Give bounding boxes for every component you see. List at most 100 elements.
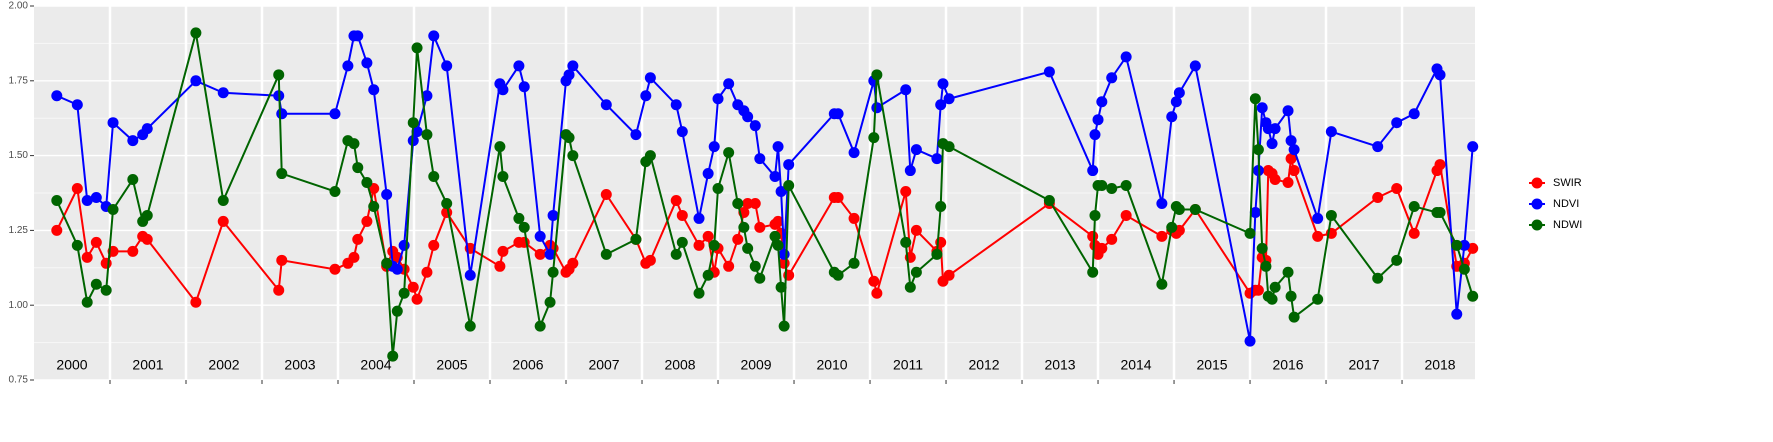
data-point xyxy=(900,84,912,96)
year-label: 2016 xyxy=(1272,357,1303,373)
data-point xyxy=(935,99,947,111)
year-label: 2006 xyxy=(512,357,543,373)
data-point xyxy=(348,138,360,150)
data-point xyxy=(127,135,139,147)
data-point xyxy=(772,215,784,227)
data-point xyxy=(81,251,93,263)
data-point xyxy=(1249,206,1261,218)
data-point xyxy=(630,129,642,141)
data-point xyxy=(742,197,754,209)
data-point xyxy=(848,212,860,224)
data-point xyxy=(712,93,724,105)
data-point xyxy=(723,78,735,90)
data-point xyxy=(871,287,883,299)
data-point xyxy=(1269,174,1281,186)
data-point xyxy=(1256,242,1268,254)
data-point xyxy=(742,111,754,123)
data-point xyxy=(676,236,688,248)
data-point xyxy=(832,191,844,203)
data-point xyxy=(1467,141,1479,153)
data-point xyxy=(381,188,393,200)
data-point xyxy=(749,120,761,132)
data-point xyxy=(702,168,714,180)
data-point xyxy=(1106,233,1118,245)
data-point xyxy=(107,203,119,215)
data-point xyxy=(494,260,506,272)
data-point xyxy=(1087,165,1099,177)
data-point xyxy=(544,296,556,308)
data-point xyxy=(329,186,341,198)
data-point xyxy=(348,251,360,263)
data-point xyxy=(910,224,922,236)
data-point xyxy=(1166,111,1178,123)
data-point xyxy=(71,183,83,195)
data-point xyxy=(1189,60,1201,72)
data-point xyxy=(1391,117,1403,129)
data-point xyxy=(693,239,705,251)
data-point xyxy=(1434,159,1446,171)
data-point xyxy=(1043,66,1055,78)
data-point xyxy=(1458,263,1470,275)
data-point xyxy=(428,171,440,183)
data-point xyxy=(832,269,844,281)
data-point xyxy=(217,215,229,227)
legend-label: SWIR xyxy=(1553,177,1582,189)
data-point xyxy=(1285,135,1297,147)
data-point xyxy=(868,275,880,287)
data-point xyxy=(534,248,546,260)
data-point xyxy=(723,260,735,272)
data-point xyxy=(676,209,688,221)
data-point xyxy=(708,141,720,153)
data-point xyxy=(1170,96,1182,108)
data-point xyxy=(428,239,440,251)
data-point xyxy=(1282,177,1294,189)
legend-marker xyxy=(1531,219,1543,231)
data-point xyxy=(749,197,761,209)
data-point xyxy=(910,144,922,156)
data-point xyxy=(904,165,916,177)
y-tick-label: 0.75 xyxy=(9,375,29,386)
year-label: 2002 xyxy=(208,357,239,373)
data-point xyxy=(391,305,403,317)
y-tick-label: 1.25 xyxy=(9,225,29,236)
data-point xyxy=(464,269,476,281)
data-point xyxy=(51,90,63,102)
data-point xyxy=(600,99,612,111)
data-point xyxy=(1391,183,1403,195)
data-point xyxy=(411,293,423,305)
data-point xyxy=(441,197,453,209)
data-point xyxy=(1325,126,1337,138)
data-point xyxy=(772,141,784,153)
data-point xyxy=(534,320,546,332)
data-point xyxy=(754,153,766,165)
data-point xyxy=(1252,144,1264,156)
data-point xyxy=(943,141,955,153)
y-tick-label: 1.50 xyxy=(9,150,29,161)
data-point xyxy=(783,159,795,171)
data-point xyxy=(778,248,790,260)
data-point xyxy=(676,126,688,138)
data-point xyxy=(1288,144,1300,156)
data-point xyxy=(1285,153,1297,165)
data-point xyxy=(693,212,705,224)
data-point xyxy=(1285,290,1297,302)
data-point xyxy=(931,248,943,260)
data-point xyxy=(387,350,399,362)
data-point xyxy=(1312,230,1324,242)
data-point xyxy=(1156,197,1168,209)
data-point xyxy=(600,248,612,260)
year-label: 2012 xyxy=(968,357,999,373)
year-label: 2000 xyxy=(56,357,87,373)
data-point xyxy=(51,194,63,206)
data-point xyxy=(732,197,744,209)
data-point xyxy=(1434,206,1446,218)
data-point xyxy=(361,177,373,189)
year-label: 2007 xyxy=(588,357,619,373)
data-point xyxy=(276,254,288,266)
data-point xyxy=(217,194,229,206)
data-point xyxy=(1244,227,1256,239)
y-tick-label: 1.75 xyxy=(9,75,29,86)
data-point xyxy=(1288,165,1300,177)
